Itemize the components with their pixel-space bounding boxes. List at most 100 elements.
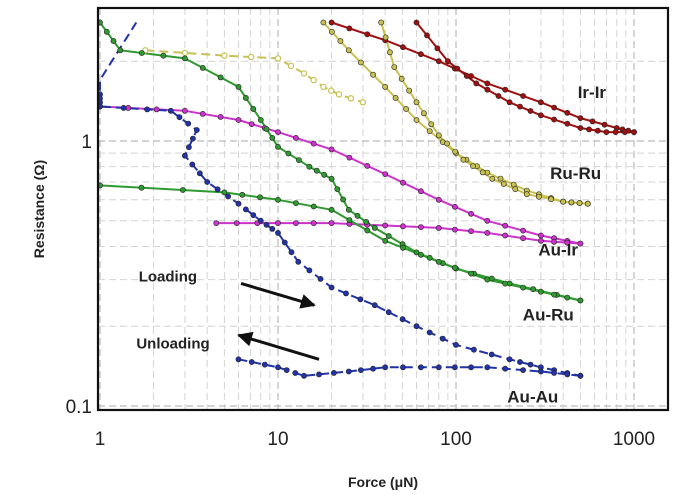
au-ir-data-point bbox=[346, 154, 353, 161]
ir-ir-data-point bbox=[434, 45, 441, 52]
au-ru-data-point bbox=[435, 258, 442, 265]
ru-ru-data-point bbox=[497, 175, 504, 182]
au-ru-data-point bbox=[346, 217, 353, 223]
x-tick-label: 1 bbox=[95, 429, 106, 450]
ir-ir-data-point bbox=[346, 25, 353, 32]
au-ru-data-point bbox=[413, 249, 420, 256]
ru-ru-data-point bbox=[426, 128, 433, 134]
series-label-au-au: Au-Au bbox=[507, 388, 558, 407]
au-ru-data-point bbox=[502, 280, 509, 287]
ru-ru-data-point bbox=[378, 19, 385, 26]
au-au-data-point bbox=[468, 364, 474, 371]
au-au-data-point bbox=[470, 346, 477, 353]
series-label-ir-ir: Ir-Ir bbox=[578, 83, 607, 102]
ru-ru-data-point bbox=[413, 117, 420, 123]
au-ru-data-point bbox=[110, 38, 117, 44]
series-label-ru-ru: Ru-Ru bbox=[550, 164, 601, 183]
annotation-loading: Loading bbox=[139, 268, 197, 285]
ir-ir-data-point bbox=[621, 129, 628, 135]
au-ru-data-point bbox=[426, 254, 433, 261]
ir-ir-data-point bbox=[502, 86, 509, 93]
au-ru-data-point bbox=[235, 84, 242, 90]
ru-ru-data-point bbox=[274, 55, 282, 62]
au-ru-data-point bbox=[263, 126, 270, 132]
au-au-data-point bbox=[435, 364, 442, 371]
au-au-data-point bbox=[413, 323, 420, 330]
ru-ru-data-point bbox=[300, 70, 308, 77]
au-au-data-point bbox=[506, 356, 513, 363]
au-au-loading-line bbox=[99, 21, 138, 91]
au-ru-data-point bbox=[310, 203, 317, 210]
ir-ir-data-point bbox=[413, 19, 420, 26]
au-ir-data-point bbox=[468, 210, 474, 217]
au-ru-loading-line bbox=[99, 21, 581, 302]
au-au-data-point bbox=[345, 368, 352, 375]
y-axis-title: Resistance (Ω) bbox=[31, 160, 47, 258]
au-ru-data-point bbox=[328, 175, 335, 182]
au-au-data-point bbox=[306, 267, 313, 274]
au-ir-data-point bbox=[468, 228, 474, 235]
au-ru-data-point bbox=[103, 28, 110, 35]
ru-ru-data-point bbox=[357, 59, 364, 66]
ru-ru-data-point bbox=[523, 191, 530, 198]
au-au-data-point bbox=[235, 356, 242, 363]
ir-ir-data-point bbox=[484, 86, 491, 93]
au-ir-data-point bbox=[364, 162, 371, 169]
ir-ir-data-point bbox=[601, 121, 608, 128]
ir-ir-data-point bbox=[364, 31, 371, 38]
au-ru-data-point bbox=[321, 171, 328, 178]
ir-ir-data-point bbox=[424, 32, 430, 39]
au-ru-data-point bbox=[275, 196, 281, 203]
ir-ir-data-point bbox=[612, 129, 619, 135]
ir-ir-data-point bbox=[444, 58, 451, 65]
au-ru-data-point bbox=[530, 286, 537, 293]
au-ru-data-point bbox=[400, 244, 406, 251]
au-ir-loading-line bbox=[99, 105, 581, 245]
au-ru-data-point bbox=[385, 233, 392, 239]
ir-ir-data-point bbox=[417, 51, 424, 58]
au-ru-data-point bbox=[520, 284, 526, 291]
au-ru-data-point bbox=[217, 74, 224, 81]
au-au-data-point bbox=[382, 364, 389, 371]
ir-ir-data-point bbox=[538, 99, 544, 106]
au-au-data-point bbox=[235, 200, 242, 207]
ru-ru-data-point bbox=[470, 163, 476, 169]
au-ru-data-point bbox=[292, 200, 299, 206]
au-au-data-point bbox=[214, 186, 221, 193]
au-ru-data-point bbox=[275, 143, 281, 150]
au-ru-data-point bbox=[382, 237, 389, 244]
au-ir-data-point bbox=[217, 114, 224, 120]
au-ir-data-point bbox=[233, 220, 240, 226]
au-au-data-point bbox=[317, 275, 324, 282]
au-au-data-point bbox=[357, 296, 364, 303]
annotations: Loading Unloading bbox=[136, 268, 320, 361]
au-ru-data-point bbox=[160, 52, 167, 59]
au-ru-data-point bbox=[371, 224, 378, 231]
ru-ru-data-point bbox=[452, 148, 459, 155]
au-au-data-point bbox=[484, 364, 491, 371]
ru-ru-data-point bbox=[391, 64, 398, 70]
ru-ru-data-point bbox=[320, 19, 327, 26]
au-au-data-point bbox=[261, 361, 268, 368]
ru-ru-data-point bbox=[548, 196, 554, 203]
marker-layer bbox=[97, 19, 637, 379]
au-ir-data-point bbox=[235, 117, 242, 123]
au-ir-data-point bbox=[310, 220, 317, 226]
ir-ir-data-point bbox=[538, 112, 544, 119]
ru-ru-data-point bbox=[403, 106, 409, 112]
au-au-data-point bbox=[225, 193, 231, 200]
au-au-data-point bbox=[527, 361, 534, 368]
au-au-data-point bbox=[551, 369, 557, 376]
au-ir-data-point bbox=[538, 237, 544, 244]
au-au-data-point bbox=[328, 284, 335, 291]
au-ir-data-point bbox=[400, 223, 406, 230]
au-ir-data-point bbox=[328, 146, 335, 153]
ir-ir-data-point bbox=[484, 80, 491, 87]
au-au-data-point bbox=[538, 368, 544, 375]
au-au-data-point bbox=[330, 369, 337, 376]
ir-ir-data-point bbox=[551, 104, 557, 111]
au-ru-data-point bbox=[242, 95, 249, 101]
au-ir-data-point bbox=[199, 111, 206, 117]
au-ir-data-point bbox=[451, 226, 458, 233]
